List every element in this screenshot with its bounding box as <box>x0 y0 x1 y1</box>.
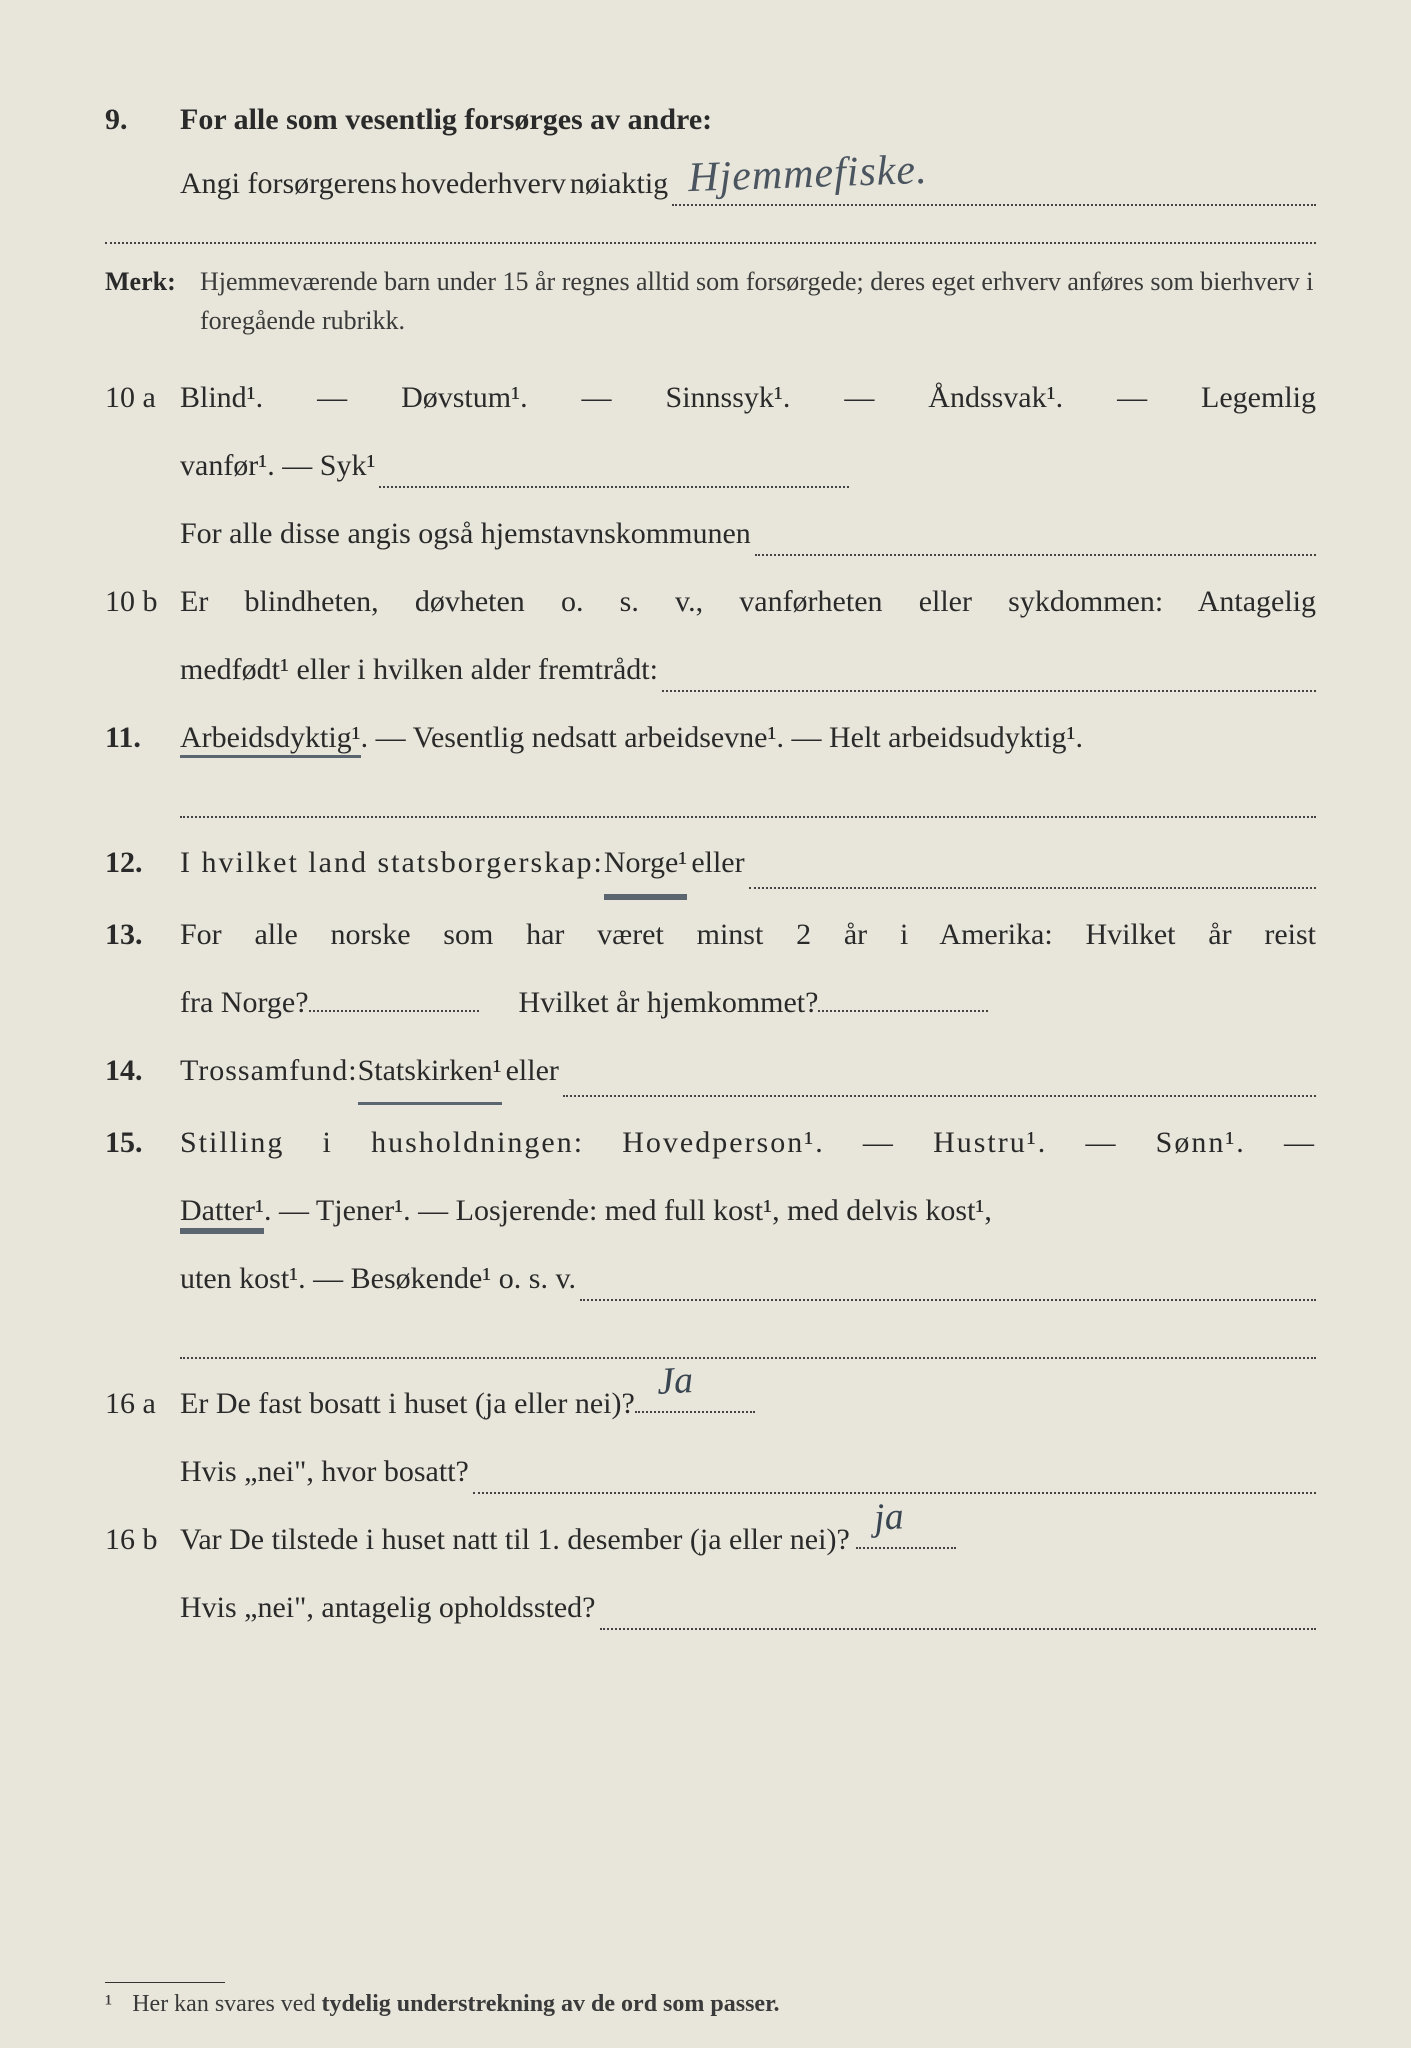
q16b-line1: Var De tilstede i huset natt til 1. dese… <box>180 1510 850 1570</box>
q10a-row: 10 a Blind¹. — Døvstum¹. — Sinnssyk¹. — … <box>105 368 1316 428</box>
q11-underlined: Arbeidsdyktig¹ <box>180 721 361 758</box>
merk-label: Merk: <box>105 262 200 301</box>
q16b-answer-line: ja <box>856 1547 956 1549</box>
q12-suffix: eller <box>691 833 744 893</box>
q14-number: 14. <box>105 1042 180 1099</box>
q10a-line3: For alle disse angis også hjemstavnskomm… <box>105 504 1316 564</box>
q14-suffix: eller <box>506 1041 559 1101</box>
footnote-text-a: Her kan svares ved <box>132 1991 321 2017</box>
q16b-line2-fill <box>600 1600 1317 1630</box>
q10a-line3-fill <box>755 526 1316 556</box>
q12-row: 12. I hvilket land statsborgerskap: Norg… <box>105 833 1316 897</box>
q15-row: 15. Stilling i husholdningen: Hovedperso… <box>105 1113 1316 1173</box>
footnote-bold: tydelig understrekning av de ord som pas… <box>321 1991 779 2017</box>
q10b-number: 10 b <box>105 573 180 630</box>
q12-prefix: I hvilket land statsborgerskap: <box>180 833 604 893</box>
q9-hovederhverv: hovederhverv <box>401 154 566 214</box>
q16b-number: 16 b <box>105 1511 180 1568</box>
divider-after-9 <box>105 242 1316 244</box>
q13-line2a: fra Norge? <box>180 973 309 1033</box>
q15-line1: Stilling i husholdningen: Hovedperson¹. … <box>180 1113 1316 1173</box>
q12-fill <box>749 859 1316 889</box>
q16b-line2-prefix: Hvis „nei", antagelig opholdssted? <box>180 1578 596 1638</box>
q13-line2b: Hvilket år hjemkommet? <box>519 973 819 1033</box>
q13-row: 13. For alle norske som har været minst … <box>105 905 1316 965</box>
q16a-number: 16 a <box>105 1375 180 1432</box>
q15-line2: Datter¹. — Tjener¹. — Losjerende: med fu… <box>105 1181 1316 1241</box>
q13-line1: For alle norske som har været minst 2 år… <box>180 905 1316 965</box>
dotted-after-15 <box>180 1329 1316 1359</box>
q9-answer-line: Hjemmefiske. <box>672 176 1316 206</box>
q10a-line2-fill <box>379 458 849 488</box>
dotted-after-11 <box>180 788 1316 818</box>
q15-datter-underlined: Datter¹ <box>180 1194 264 1231</box>
q16b-line2: Hvis „nei", antagelig opholdssted? <box>105 1578 1316 1638</box>
q9-handwritten-answer: Hjemmefiske. <box>681 128 935 221</box>
q15-number: 15. <box>105 1114 180 1171</box>
q11-rest: . — Vesentlig nedsatt arbeidsevne¹. — He… <box>361 721 1083 754</box>
q14-prefix: Trossamfund: <box>180 1041 358 1101</box>
q12-number: 12. <box>105 834 180 891</box>
census-form-page: 9. For alle som vesentlig forsørges av a… <box>105 90 1316 1988</box>
q10b-line2-prefix: medfødt¹ eller i hvilken alder fremtrådt… <box>180 640 658 700</box>
q16a-line1: Er De fast bosatt i huset (ja eller nei)… <box>180 1374 635 1434</box>
q9-line2-prefix: Angi forsørgerens <box>180 154 397 214</box>
q10a-options: Blind¹. — Døvstum¹. — Sinnssyk¹. — Åndss… <box>180 368 1316 428</box>
q10a-line2-prefix: vanfør¹. — Syk¹ <box>180 436 375 496</box>
footnote: ¹ Her kan svares ved tydelig understrekn… <box>105 1982 780 2018</box>
footnote-marker: ¹ <box>105 1991 112 2017</box>
q15-line3-text: uten kost¹. — Besøkende¹ o. s. v. <box>180 1249 576 1309</box>
q14-fill <box>563 1067 1316 1097</box>
q15-line3: uten kost¹. — Besøkende¹ o. s. v. <box>105 1249 1316 1309</box>
q10a-line2: vanfør¹. — Syk¹ <box>105 436 1316 496</box>
q16a-line2-prefix: Hvis „nei", hvor bosatt? <box>180 1442 469 1502</box>
q10b-line2: medfødt¹ eller i hvilken alder fremtrådt… <box>105 640 1316 700</box>
merk-text: Hjemmeværende barn under 15 år regnes al… <box>200 262 1316 340</box>
q16b-handwritten: ja <box>868 1478 909 1556</box>
q9-line2-suffix: nøiaktig <box>570 154 668 214</box>
q16a-line2: Hvis „nei", hvor bosatt? <box>105 1442 1316 1502</box>
q11-number: 11. <box>105 709 180 766</box>
q13-fill-a <box>309 1010 479 1012</box>
q10b-row: 10 b Er blindheten, døvheten o. s. v., v… <box>105 572 1316 632</box>
q9-number: 9. <box>105 91 180 148</box>
q10b-line1: Er blindheten, døvheten o. s. v., vanfør… <box>180 572 1316 632</box>
q10a-line3-text: For alle disse angis også hjemstavnskomm… <box>180 504 751 564</box>
q15-line2-rest: . — Tjener¹. — Losjerende: med full kost… <box>264 1194 992 1227</box>
q13-number: 13. <box>105 906 180 963</box>
q16a-answer-line: Ja <box>635 1411 755 1413</box>
q15-fill <box>580 1271 1316 1301</box>
q13-fill-b <box>818 1010 988 1012</box>
q16a-row: 16 a Er De fast bosatt i huset (ja eller… <box>105 1374 1316 1434</box>
q10b-fill <box>662 662 1316 692</box>
q16a-handwritten: Ja <box>651 1342 699 1420</box>
merk-row: Merk: Hjemmeværende barn under 15 år reg… <box>105 262 1316 340</box>
footnote-rule <box>105 1982 225 1983</box>
q14-row: 14. Trossamfund: Statskirken¹ eller <box>105 1041 1316 1105</box>
q11-row: 11. Arbeidsdyktig¹. — Vesentlig nedsatt … <box>105 708 1316 768</box>
q9-line2: Angi forsørgerens hovederhverv nøiaktig … <box>105 154 1316 214</box>
q13-line2: fra Norge? Hvilket år hjemkommet? <box>105 973 1316 1033</box>
q14-underlined: Statskirken¹ <box>358 1041 502 1105</box>
q10a-number: 10 a <box>105 369 180 426</box>
q16b-row: 16 b Var De tilstede i huset natt til 1.… <box>105 1510 1316 1570</box>
q12-norge-underlined: Norge¹ <box>604 833 687 897</box>
